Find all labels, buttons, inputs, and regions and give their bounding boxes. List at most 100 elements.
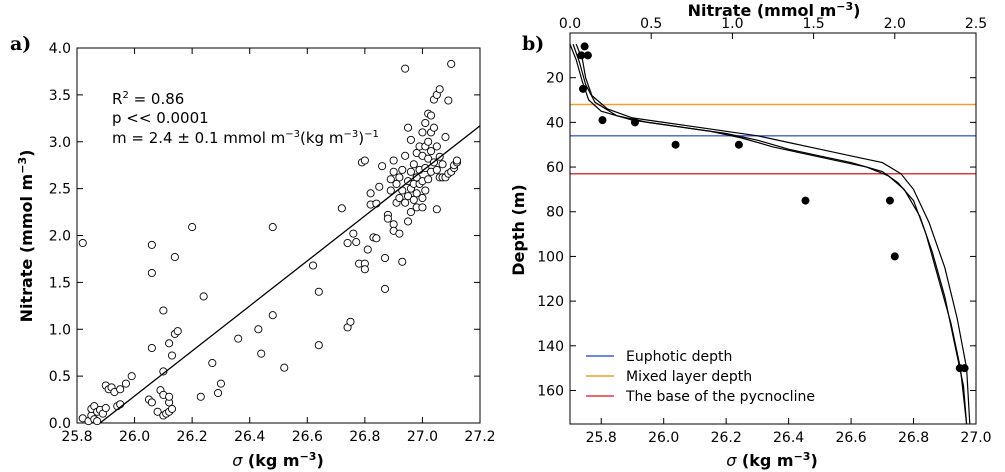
scatter-point <box>435 85 444 94</box>
scatter-point <box>438 160 447 169</box>
panel-a-nitrate-vs-sigma: a) 25.8 26.0 26.2 26.4 26.6 26.8 27.0 27.2 0.00… <box>10 33 496 470</box>
x-tick-label: 26.8 <box>349 429 380 445</box>
panel-b-legend: Euphotic depth Mixed layer depth The base … <box>586 349 815 405</box>
scatter-point <box>314 341 323 350</box>
nitrate-point <box>577 51 586 60</box>
sigma-profile-line <box>572 43 968 425</box>
y-tick-label: 80 <box>546 205 564 221</box>
scatter-point <box>398 165 407 174</box>
x-tick-label: 26.2 <box>711 430 742 446</box>
panel-b-label: b) <box>522 33 544 55</box>
top-x-tick-label: 2.5 <box>965 16 987 32</box>
scatter-point <box>432 165 441 174</box>
scatter-point <box>383 214 392 223</box>
scatter-point <box>257 349 266 358</box>
panel-a-y-axis-label: Nitrate (mmol m−3) <box>16 150 36 323</box>
scatter-point <box>213 388 223 398</box>
scatter-point <box>392 179 401 188</box>
y-tick-label: 40 <box>546 115 564 131</box>
scatter-point <box>173 327 182 336</box>
legend-label: The base of the pycnocline <box>625 389 815 405</box>
x-tick-label: 26.4 <box>773 430 804 446</box>
scatter-point <box>93 417 102 426</box>
y-tick-label: 1.0 <box>49 322 71 338</box>
x-tick-label: 27.2 <box>464 429 495 445</box>
annotation-r-squared: R2 = 0.86 <box>112 90 184 108</box>
annotation-slope: m = 2.4 ± 0.1 mmol m−3(kg m−3)−1 <box>112 129 379 147</box>
panel-b-depth-profiles: b) 25.8 26.0 26.2 26.4 26.6 26.8 27.0 0.0 0.5 1.… <box>509 0 992 470</box>
scatter-point <box>254 325 263 334</box>
scatter-point <box>116 385 125 394</box>
panel-a-x-axis-label: σ (kg m−3) <box>232 450 324 470</box>
x-tick-label: 27.0 <box>960 430 991 446</box>
scatter-point <box>398 257 407 266</box>
nitrate-point <box>580 42 589 51</box>
scatter-point <box>386 175 395 184</box>
scatter-point <box>418 203 427 212</box>
scatter-point <box>167 404 177 413</box>
panel-b-sigma-profiles <box>569 43 971 425</box>
y-tick-label: 2.0 <box>49 229 71 245</box>
panel-a-data-points <box>78 59 462 426</box>
panel-b-nitrate-points <box>577 42 969 373</box>
scatter-point <box>78 238 87 248</box>
y-tick-label: 1.5 <box>49 275 71 291</box>
scatter-point <box>418 193 427 203</box>
y-tick-label: 20 <box>546 71 564 87</box>
y-tick-label: 100 <box>537 249 564 265</box>
scatter-point <box>147 398 156 407</box>
nitrate-point <box>630 118 639 127</box>
nitrate-point <box>734 140 743 149</box>
scatter-point <box>167 351 177 360</box>
scatter-point <box>234 334 243 343</box>
scatter-point <box>401 151 410 160</box>
scatter-point <box>372 234 381 243</box>
scatter-point <box>375 182 384 191</box>
legend-label: Mixed layer depth <box>626 369 752 385</box>
nitrate-point <box>583 51 592 60</box>
y-tick-label: 3.5 <box>49 88 71 104</box>
scatter-point <box>380 284 390 293</box>
scatter-point <box>427 111 436 120</box>
panel-b-bottom-x-ticks: 25.8 26.0 26.2 26.4 26.6 26.8 27.0 <box>586 418 992 446</box>
nitrate-point <box>885 196 894 205</box>
panel-b-reference-lines <box>570 103 976 175</box>
scatter-point <box>429 123 438 132</box>
top-x-tick-label: 0.0 <box>559 16 581 32</box>
top-x-tick-label: 1.0 <box>721 16 743 32</box>
scatter-point <box>444 96 453 105</box>
panel-b-top-x-axis-label: Nitrate (mmol m−3) <box>688 0 861 20</box>
x-tick-label: 26.6 <box>835 430 866 446</box>
scatter-point <box>349 229 358 238</box>
scatter-point <box>395 173 404 182</box>
scatter-point <box>170 253 179 262</box>
scatter-point <box>403 123 413 132</box>
x-tick-label: 26.0 <box>648 430 679 446</box>
panel-b-plot-frame <box>569 32 977 425</box>
scatter-point <box>346 317 355 326</box>
scatter-point <box>380 253 390 263</box>
scatter-point <box>424 137 433 146</box>
top-x-tick-label: 0.5 <box>640 16 662 32</box>
annotation-p-value: p << 0.0001 <box>112 109 209 127</box>
x-tick-label: 25.8 <box>61 429 92 445</box>
scatter-point <box>121 379 130 388</box>
x-tick-label: 27.0 <box>407 429 438 445</box>
scatter-point <box>441 133 450 142</box>
scatter-point <box>153 407 162 416</box>
scatter-point <box>395 193 404 203</box>
scatter-point <box>188 223 197 232</box>
scatter-point <box>424 154 433 163</box>
scatter-point <box>352 238 361 247</box>
y-tick-label: 120 <box>537 294 564 310</box>
scatter-point <box>412 189 421 198</box>
y-tick-label: 0.0 <box>49 416 71 432</box>
panel-a-label: a) <box>10 33 31 55</box>
scatter-point <box>165 392 174 401</box>
scatter-point <box>418 128 427 137</box>
y-tick-label: 3.0 <box>49 135 71 151</box>
scatter-point <box>360 156 369 165</box>
y-tick-label: 4.0 <box>49 41 71 57</box>
scatter-point <box>268 311 277 320</box>
scatter-point <box>101 403 110 413</box>
